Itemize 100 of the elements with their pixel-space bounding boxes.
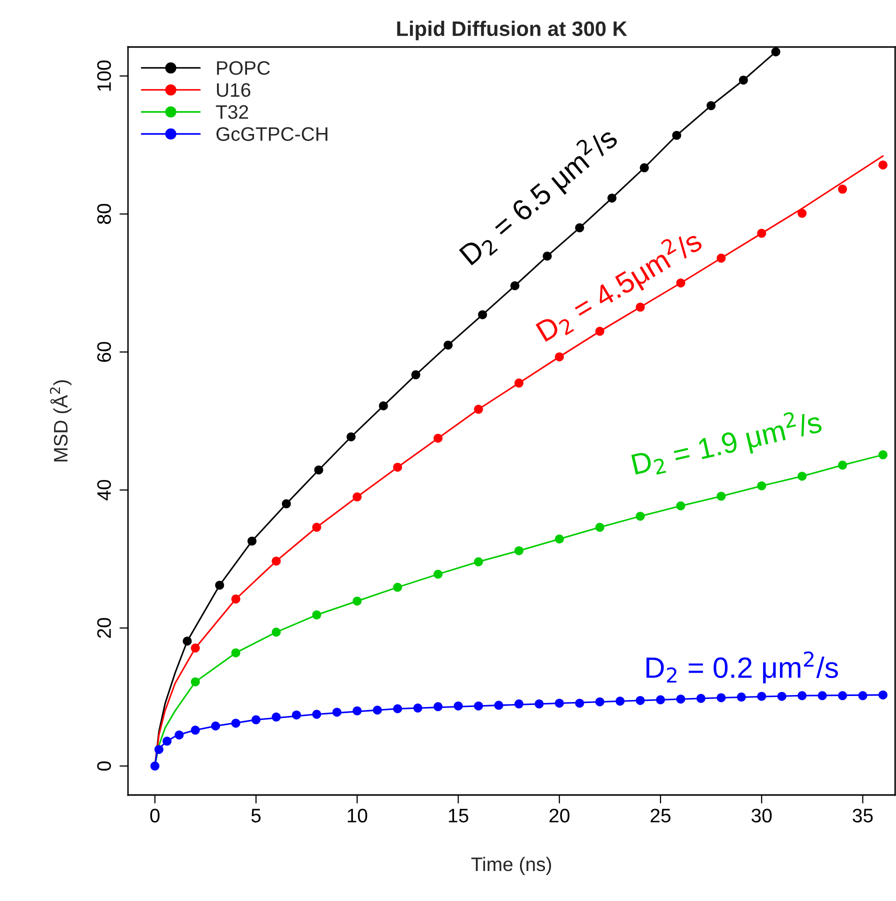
point xyxy=(346,432,356,442)
point xyxy=(393,704,402,714)
point xyxy=(818,691,827,700)
point xyxy=(272,628,281,637)
point xyxy=(434,570,443,579)
point xyxy=(554,352,564,362)
point xyxy=(474,404,483,414)
point xyxy=(190,644,200,653)
point xyxy=(478,310,488,320)
point xyxy=(798,472,807,481)
point xyxy=(494,700,504,710)
point xyxy=(716,492,726,501)
x-tick-label: 30 xyxy=(752,808,772,822)
point xyxy=(332,708,342,717)
point xyxy=(676,694,686,704)
point xyxy=(878,160,888,170)
point xyxy=(607,194,616,203)
point xyxy=(190,726,200,735)
y-axis-title: MSD (Å$^{2}$) xyxy=(50,380,72,462)
point xyxy=(282,499,291,508)
point xyxy=(510,281,520,290)
point xyxy=(312,610,322,620)
y-tick-label: 80 xyxy=(97,204,111,224)
point xyxy=(676,278,686,288)
point xyxy=(575,698,584,708)
point xyxy=(434,434,443,443)
point xyxy=(514,378,524,388)
point xyxy=(174,730,184,740)
point xyxy=(554,534,564,544)
point xyxy=(454,701,463,710)
annotation: D$_{2}$ = 1.9 μm$^{2}$/s xyxy=(630,406,824,480)
point xyxy=(215,580,224,590)
y-tick-label: 20 xyxy=(97,618,111,638)
point xyxy=(434,702,443,712)
point xyxy=(312,710,322,719)
point xyxy=(272,556,281,566)
point xyxy=(640,163,649,172)
x-axis-title: Time (ns) xyxy=(471,856,552,875)
point xyxy=(636,696,645,705)
point xyxy=(474,701,483,710)
point xyxy=(292,710,301,720)
point xyxy=(534,699,544,708)
point xyxy=(514,699,524,708)
x-tick-label: 20 xyxy=(550,808,570,822)
point xyxy=(312,522,322,532)
point xyxy=(211,721,220,730)
point xyxy=(838,460,848,470)
point xyxy=(636,512,645,521)
point xyxy=(878,690,888,700)
y-tick-label: 40 xyxy=(97,480,111,500)
point xyxy=(575,223,584,232)
point xyxy=(616,696,625,706)
y-tick-label: 0 xyxy=(97,761,111,771)
point xyxy=(393,582,402,592)
point xyxy=(542,252,552,261)
point xyxy=(738,76,748,85)
point xyxy=(514,546,524,556)
point xyxy=(716,254,726,263)
legend-label: GcGTPC-CH xyxy=(216,127,328,141)
x-tick-label: 0 xyxy=(150,808,160,822)
point xyxy=(252,715,261,724)
point xyxy=(411,370,420,380)
point xyxy=(595,522,604,532)
x-tick-label: 15 xyxy=(448,808,468,822)
y-tick-label: 60 xyxy=(97,342,111,362)
annotation: D$_{2}$ = 0.2 μm$^{2}$/s xyxy=(646,651,838,684)
point xyxy=(595,326,604,336)
x-tick-label: 10 xyxy=(348,808,368,822)
point xyxy=(413,704,422,713)
point xyxy=(771,47,780,56)
point xyxy=(393,462,402,472)
point xyxy=(838,691,848,700)
point xyxy=(706,101,716,110)
point xyxy=(798,691,807,700)
point xyxy=(352,706,362,716)
point xyxy=(352,492,362,502)
point xyxy=(878,450,888,460)
point xyxy=(656,695,666,704)
point xyxy=(716,693,726,702)
legend-label: U16 xyxy=(217,83,250,97)
point xyxy=(231,718,240,728)
point xyxy=(757,692,766,701)
point xyxy=(314,465,324,474)
point xyxy=(554,698,564,708)
chart-title: Lipid Diffusion at 300 K xyxy=(397,20,628,40)
point xyxy=(474,557,483,566)
legend-label: POPC xyxy=(217,61,270,75)
point xyxy=(231,594,240,604)
point xyxy=(162,736,172,746)
point xyxy=(150,762,160,771)
point xyxy=(444,340,453,350)
point xyxy=(757,228,766,238)
point xyxy=(190,677,200,686)
point xyxy=(247,536,256,546)
x-tick-label: 35 xyxy=(852,808,873,822)
point xyxy=(182,636,192,646)
point xyxy=(676,501,686,510)
point xyxy=(798,208,807,218)
y-tick-label: 100 xyxy=(97,60,111,91)
point xyxy=(777,692,786,701)
